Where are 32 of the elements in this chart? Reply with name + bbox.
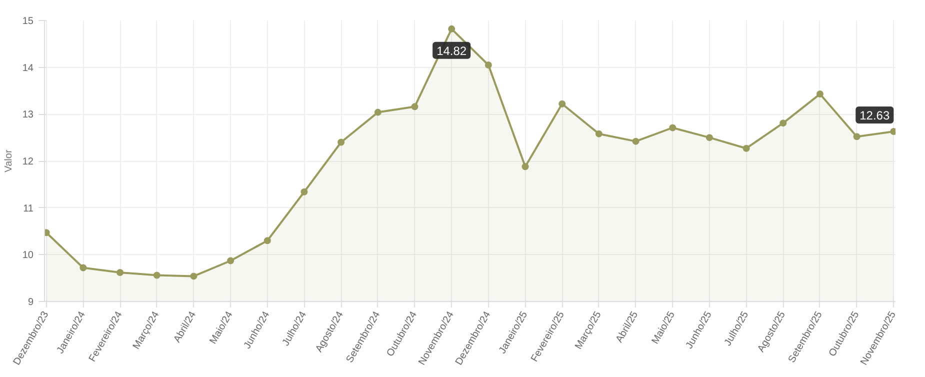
point bbox=[816, 90, 824, 98]
point bbox=[706, 134, 713, 142]
point bbox=[448, 25, 456, 32]
point bbox=[190, 272, 198, 280]
point bbox=[80, 264, 87, 272]
point bbox=[595, 130, 602, 138]
point bbox=[522, 163, 529, 170]
point bbox=[632, 138, 640, 145]
point bbox=[227, 257, 234, 264]
point bbox=[264, 237, 271, 244]
y-axis-title: Valor bbox=[3, 149, 14, 172]
y-tick-label: 13 bbox=[22, 110, 34, 121]
point bbox=[338, 138, 345, 146]
point bbox=[669, 124, 676, 132]
point bbox=[780, 120, 787, 127]
point bbox=[300, 188, 308, 196]
y-tick-label: 9 bbox=[28, 297, 34, 308]
point bbox=[484, 62, 492, 68]
y-tick-label: 11 bbox=[23, 203, 34, 214]
point bbox=[116, 268, 124, 276]
point bbox=[411, 103, 418, 110]
y-tick-label: 12 bbox=[22, 156, 34, 168]
data-label: 14.82 bbox=[436, 44, 467, 58]
y-tick-label: 15 bbox=[22, 16, 34, 27]
point bbox=[374, 108, 382, 116]
y-tick-label: 10 bbox=[22, 250, 34, 262]
point bbox=[558, 100, 566, 108]
point bbox=[153, 272, 160, 279]
data-label: 12.63 bbox=[860, 108, 890, 122]
y-tick-label: 14 bbox=[22, 62, 34, 74]
point bbox=[853, 133, 860, 140]
point bbox=[742, 144, 750, 152]
